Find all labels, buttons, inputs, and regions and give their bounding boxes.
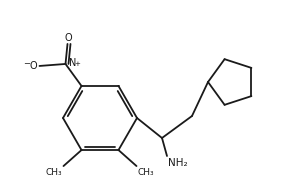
Text: O: O xyxy=(65,33,72,43)
Text: O: O xyxy=(30,61,37,71)
Text: +: + xyxy=(75,61,80,67)
Text: −: − xyxy=(23,59,31,68)
Text: CH₃: CH₃ xyxy=(138,168,154,177)
Text: NH₂: NH₂ xyxy=(168,158,188,168)
Text: CH₃: CH₃ xyxy=(46,168,62,177)
Text: N: N xyxy=(69,58,77,68)
